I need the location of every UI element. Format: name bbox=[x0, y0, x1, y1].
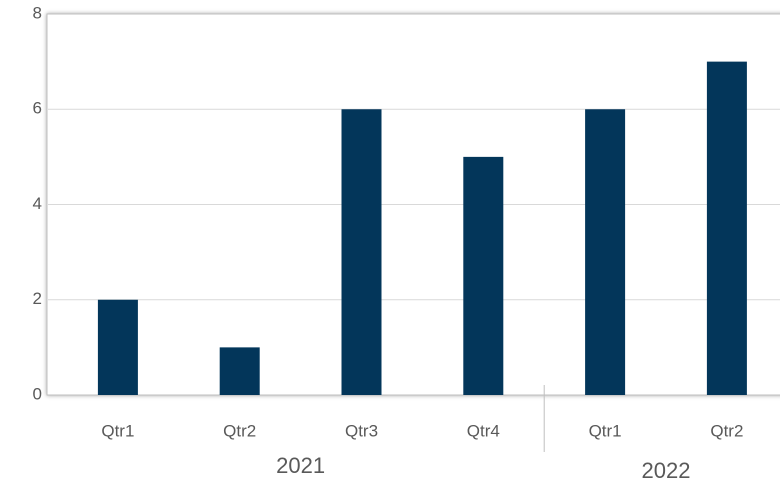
x-tick-label: Qtr1 bbox=[101, 421, 134, 440]
bar bbox=[219, 347, 260, 395]
x-tick-label: Qtr4 bbox=[467, 421, 500, 440]
group-label: 2021 bbox=[276, 453, 325, 478]
x-tick-label: Qtr2 bbox=[710, 421, 743, 440]
bar bbox=[341, 109, 382, 395]
y-tick-label: 2 bbox=[33, 289, 42, 308]
bar bbox=[706, 61, 747, 395]
y-tick-label: 6 bbox=[33, 99, 42, 118]
x-tick-label: Qtr3 bbox=[345, 421, 378, 440]
bar bbox=[97, 299, 138, 395]
y-tick-label: 8 bbox=[33, 3, 42, 22]
bar bbox=[585, 109, 626, 395]
bar bbox=[463, 156, 504, 395]
y-tick-label: 4 bbox=[33, 194, 42, 213]
x-tick-label: Qtr2 bbox=[223, 421, 256, 440]
y-tick-label: 0 bbox=[33, 384, 42, 403]
x-tick-label: Qtr1 bbox=[589, 421, 622, 440]
group-label: 2022 bbox=[642, 458, 691, 483]
